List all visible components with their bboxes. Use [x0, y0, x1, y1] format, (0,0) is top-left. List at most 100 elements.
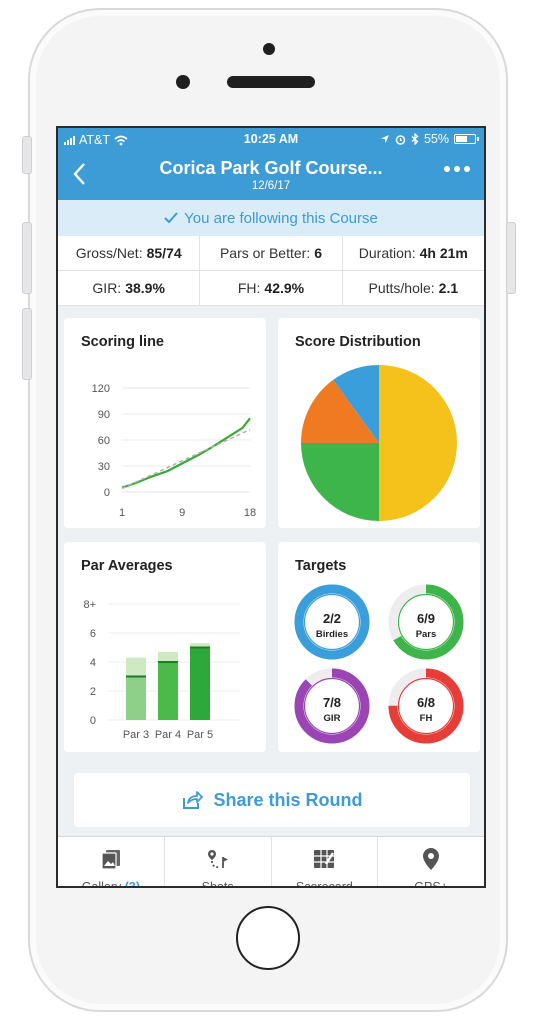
- home-button[interactable]: [236, 906, 300, 970]
- pie-slice: [301, 379, 379, 443]
- par-line: [121, 428, 251, 490]
- targets-card[interactable]: Targets 2/2 Birdies 6/9 Pars 7/8 GIR 6/8 FH: [278, 542, 480, 752]
- tab-label: Shots: [201, 880, 234, 888]
- alarm-icon: [395, 134, 406, 145]
- targets-rings: 2/2 Birdies 6/9 Pars 7/8 GIR 6/8 FH: [294, 584, 464, 744]
- stat-value: 85/74: [146, 245, 182, 261]
- ring-progress: [388, 668, 464, 744]
- ring-progress: [294, 584, 370, 660]
- stat-value: 42.9%: [264, 280, 305, 296]
- x-tick-label: Par 5: [187, 729, 213, 741]
- sensor-dot: [263, 43, 275, 55]
- stat-duration: Duration: 4h 21m: [343, 236, 484, 270]
- bluetooth-icon: [411, 133, 419, 145]
- stat-value: 6: [314, 245, 323, 261]
- card-title: Par Averages: [81, 558, 173, 574]
- average-bar: [190, 647, 210, 720]
- ring-inner-edge: [397, 593, 455, 651]
- tab-label: Gallery: [81, 880, 122, 888]
- ring-value: 6/9: [417, 611, 435, 626]
- card-title: Score Distribution: [295, 334, 421, 350]
- ring-progress: [294, 668, 370, 744]
- ring-inner-edge: [303, 677, 361, 735]
- tab-label: GPS+: [414, 880, 448, 888]
- back-button[interactable]: [72, 162, 86, 190]
- stat-label: GIR:: [92, 280, 122, 296]
- tab-scorecard[interactable]: Scorecard: [272, 837, 379, 888]
- stat-label: Pars or Better:: [219, 245, 311, 261]
- tab-label: Scorecard: [295, 880, 353, 888]
- bottom-tab-bar: Gallery (3) Shots Scorecard GPS+: [58, 836, 484, 888]
- y-tick-label: 30: [98, 461, 110, 473]
- x-tick-label: Par 4: [155, 729, 181, 741]
- average-bar: [126, 676, 146, 720]
- ring-value: 6/8: [417, 695, 435, 710]
- camera-dot: [176, 75, 190, 89]
- pie-slice: [379, 365, 457, 521]
- x-tick-label: 1: [119, 507, 125, 519]
- battery-percent: 55%: [423, 132, 449, 146]
- y-tick-label: 6: [90, 628, 96, 640]
- y-tick-label: 0: [104, 487, 110, 499]
- nav-bar: Corica Park Golf Course... 12/6/17: [58, 152, 484, 200]
- y-tick-label: 4: [90, 657, 96, 669]
- tab-gallery[interactable]: Gallery (3): [58, 837, 165, 888]
- gallery-icon: [101, 850, 120, 870]
- score-distribution-pie: [301, 365, 457, 521]
- x-tick-label: 18: [244, 507, 256, 519]
- ring-value: 7/8: [323, 695, 341, 710]
- ring-progress: [388, 584, 464, 660]
- share-round-label: Share this Round: [213, 789, 363, 810]
- par-averages-card[interactable]: Par Averages 8+ 6 4 2 0 Par 3 Par 4 Par 5: [64, 542, 266, 752]
- clock: 10:25 AM: [243, 132, 299, 146]
- stat-gross-net: Gross/Net: 85/74: [58, 236, 201, 270]
- gallery-count: (3): [124, 880, 141, 888]
- tab-shots[interactable]: Shots: [165, 837, 272, 888]
- ring-value: 2/2: [323, 611, 341, 626]
- power-button: [506, 222, 516, 294]
- stat-label: Gross/Net:: [75, 245, 143, 261]
- follow-banner[interactable]: You are following this Course: [58, 200, 484, 236]
- shots-icon: [207, 850, 228, 869]
- stat-value: 2.1: [438, 280, 459, 296]
- wifi-icon: [114, 135, 128, 145]
- earpiece-speaker: [227, 76, 315, 88]
- tab-gps[interactable]: GPS+: [378, 837, 484, 888]
- par-averages-chart: 8+ 6 4 2 0 Par 3 Par 4 Par 5: [83, 599, 240, 741]
- scoring-line-card[interactable]: Scoring line 120 90 60 30 0 1 9 18: [64, 318, 266, 528]
- scorecard-icon: [314, 850, 335, 868]
- share-round-button[interactable]: Share this Round: [74, 773, 470, 827]
- score-distribution-card[interactable]: Score Distribution: [278, 318, 480, 528]
- volume-down-button: [22, 308, 32, 380]
- volume-up-button: [22, 222, 32, 294]
- card-title: Targets: [295, 558, 347, 574]
- x-tick-label: 9: [179, 507, 185, 519]
- ring-label: GIR: [324, 713, 341, 724]
- card-title: Scoring line: [81, 334, 164, 350]
- ring-label: Pars: [416, 629, 437, 640]
- ring-inner-edge: [397, 677, 455, 735]
- page-title: Corica Park Golf Course...: [159, 158, 383, 178]
- chevron-left-icon: [73, 163, 85, 185]
- share-icon: [183, 791, 204, 809]
- more-options-button[interactable]: [444, 166, 470, 172]
- location-arrow-icon: [380, 135, 389, 143]
- y-tick-label: 8+: [83, 599, 96, 611]
- y-tick-label: 0: [90, 715, 96, 727]
- stat-label: Duration:: [358, 245, 416, 261]
- score-line: [121, 417, 251, 489]
- pie-slice: [333, 365, 379, 443]
- ring-label: FH: [420, 713, 433, 724]
- side-button: [22, 136, 32, 174]
- y-tick-label: 2: [90, 686, 96, 698]
- app-screen: AT&T 10:25 AM 55% Corica Park Golf Cours…: [56, 126, 486, 888]
- ring-inner-edge: [303, 593, 361, 651]
- y-tick-label: 60: [98, 435, 110, 447]
- signal-icon: [64, 135, 75, 145]
- y-tick-label: 90: [98, 409, 110, 421]
- stat-value: 4h 21m: [419, 245, 468, 261]
- stat-value: 38.9%: [125, 280, 165, 296]
- checkmark-icon: [164, 212, 178, 224]
- carrier-label: AT&T: [79, 133, 111, 147]
- status-bar: AT&T 10:25 AM 55%: [58, 128, 484, 152]
